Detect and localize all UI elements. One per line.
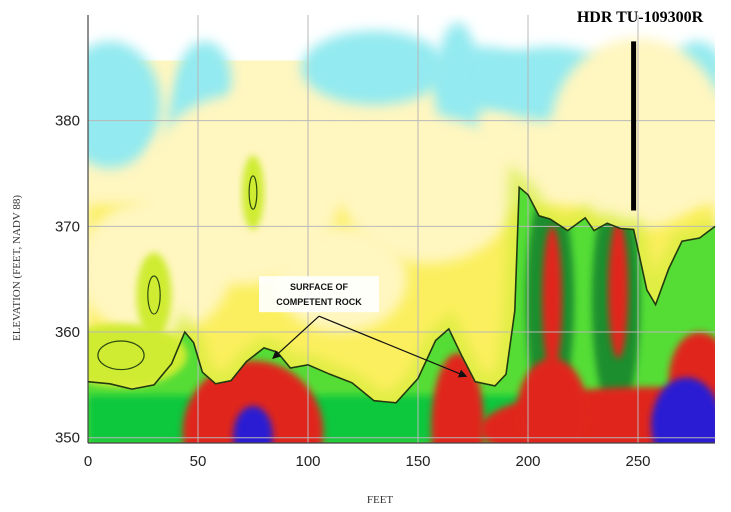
axis-ticks: 0 50 100 150 200 250 350 360 370 380: [55, 113, 651, 470]
contour-ring: [97, 340, 145, 371]
y-tick-label: 370: [55, 218, 80, 235]
x-tick-label: 0: [84, 453, 92, 470]
callout-arrow: [318, 315, 468, 378]
blue-lobe: [651, 377, 715, 443]
y-tick-label: 350: [55, 430, 80, 447]
callout-arrow: [272, 315, 320, 360]
heatmap-field: [88, 22, 715, 443]
y-tick-label: 380: [55, 113, 80, 130]
callout-text-line: COMPETENT ROCK: [276, 297, 362, 307]
red-column: [542, 226, 563, 375]
green-blob: [242, 155, 264, 230]
red-column: [608, 221, 629, 359]
y-tick-label: 360: [55, 324, 80, 341]
grid-lines: [87, 15, 715, 444]
x-tick-label: 250: [625, 453, 650, 470]
green-blob: [88, 323, 187, 387]
rock-surface-line: [87, 185, 716, 404]
y-axis-title: ELEVATION (FEET, NADV 88): [11, 195, 23, 341]
borehole-marker: HDR TU-109300R: [577, 9, 704, 211]
x-axis-title: FEET: [367, 494, 394, 506]
green-blob: [136, 252, 172, 338]
red-lobe: [431, 353, 485, 443]
cyan-blob: [88, 41, 161, 169]
x-tick-label: 100: [295, 453, 320, 470]
contour-ring: [147, 275, 161, 315]
rock-surface-callout: SURFACE OF COMPETENT ROCK: [259, 276, 468, 378]
blue-lobe: [233, 406, 273, 443]
callout-text-line: SURFACE OF: [290, 282, 349, 292]
x-tick-label: 150: [405, 453, 430, 470]
cyan-blob: [178, 41, 232, 116]
contour-ring: [248, 175, 258, 210]
borehole-label: HDR TU-109300R: [577, 9, 704, 26]
x-tick-label: 50: [190, 453, 207, 470]
cyan-blob: [301, 30, 447, 105]
x-tick-label: 200: [515, 453, 540, 470]
rock-surface-layer: [87, 185, 716, 404]
callout-box: [259, 276, 379, 313]
